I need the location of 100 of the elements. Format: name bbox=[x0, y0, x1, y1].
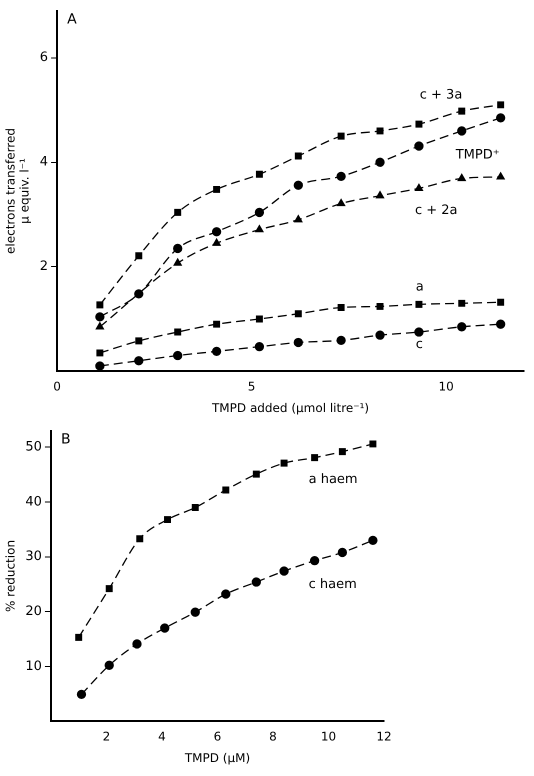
y-tick-label: 4 bbox=[40, 154, 48, 170]
point bbox=[254, 208, 264, 218]
point bbox=[336, 172, 346, 182]
x-tick-label: 5 bbox=[248, 380, 256, 394]
y-tick-label: 10 bbox=[25, 658, 42, 674]
point bbox=[106, 585, 113, 592]
point bbox=[96, 322, 104, 330]
point bbox=[457, 322, 466, 332]
point bbox=[75, 634, 82, 641]
point bbox=[212, 227, 222, 236]
point bbox=[294, 215, 302, 222]
chart-title: B bbox=[60, 431, 71, 448]
y-tick-label: 20 bbox=[25, 604, 42, 619]
series-label: c + 2a bbox=[414, 202, 458, 218]
x-tick-label: 8 bbox=[269, 730, 277, 744]
point bbox=[496, 172, 505, 180]
point bbox=[280, 460, 288, 467]
point bbox=[458, 300, 466, 307]
point bbox=[294, 310, 302, 318]
point bbox=[338, 448, 346, 456]
point bbox=[134, 356, 144, 366]
point bbox=[457, 126, 466, 136]
point bbox=[95, 312, 105, 322]
point bbox=[415, 120, 422, 128]
point bbox=[212, 238, 221, 246]
point bbox=[458, 174, 466, 182]
point bbox=[311, 454, 318, 462]
point bbox=[415, 300, 422, 308]
point bbox=[294, 152, 302, 160]
x-tick-label: 10 bbox=[320, 730, 336, 744]
point bbox=[414, 184, 424, 192]
point bbox=[96, 301, 104, 308]
series-label: c haem bbox=[308, 577, 357, 592]
y-axis-title: % reduction bbox=[3, 540, 18, 612]
point bbox=[252, 470, 260, 478]
point bbox=[338, 304, 345, 311]
point bbox=[336, 336, 346, 346]
point bbox=[213, 186, 220, 193]
point bbox=[252, 577, 261, 587]
point bbox=[221, 589, 230, 599]
point bbox=[376, 302, 384, 310]
point bbox=[173, 244, 182, 254]
point bbox=[135, 252, 142, 260]
y-tick-label: 50 bbox=[25, 440, 42, 455]
series-label: c + 3a bbox=[420, 87, 462, 102]
series-label: c bbox=[416, 337, 423, 352]
point bbox=[294, 338, 303, 348]
point bbox=[174, 208, 182, 216]
x-tick-label: 6 bbox=[214, 730, 222, 744]
point bbox=[414, 141, 424, 151]
point bbox=[95, 361, 105, 371]
point bbox=[255, 225, 264, 232]
point bbox=[337, 198, 346, 206]
x-tick-label: 0 bbox=[53, 380, 61, 394]
point bbox=[368, 536, 378, 546]
point bbox=[458, 108, 466, 115]
point bbox=[213, 320, 220, 328]
point bbox=[376, 127, 384, 134]
point bbox=[174, 258, 182, 266]
point bbox=[369, 440, 376, 448]
point bbox=[135, 337, 142, 344]
point bbox=[132, 639, 142, 649]
point bbox=[338, 548, 348, 558]
point bbox=[104, 660, 114, 670]
point bbox=[212, 346, 222, 356]
point bbox=[279, 566, 289, 576]
point bbox=[496, 320, 506, 329]
point bbox=[254, 342, 264, 352]
point bbox=[164, 516, 171, 524]
point bbox=[173, 350, 182, 360]
point bbox=[375, 330, 385, 340]
point bbox=[497, 298, 504, 306]
point bbox=[190, 608, 200, 617]
y-tick-label: 30 bbox=[25, 549, 42, 564]
x-tick-label: 4 bbox=[158, 730, 166, 744]
point bbox=[375, 158, 385, 167]
series-label: a bbox=[416, 280, 424, 295]
point bbox=[414, 327, 424, 337]
point bbox=[256, 315, 263, 322]
point bbox=[192, 504, 199, 511]
point bbox=[160, 623, 170, 633]
y-axis-title: electrons transferred μ equiv. l⁻¹ bbox=[3, 128, 32, 254]
y-tick-label: 2 bbox=[40, 259, 48, 274]
x-tick-label: 10 bbox=[438, 380, 454, 394]
point bbox=[338, 132, 345, 140]
x-tick-label: 2 bbox=[102, 730, 110, 744]
chart-title: A bbox=[67, 11, 78, 28]
point bbox=[76, 690, 86, 699]
series-label: a haem bbox=[308, 472, 358, 488]
point bbox=[96, 349, 104, 356]
point bbox=[256, 170, 263, 178]
point bbox=[174, 328, 182, 336]
point bbox=[294, 180, 303, 190]
point bbox=[496, 113, 506, 123]
point bbox=[136, 535, 144, 542]
point bbox=[134, 289, 144, 299]
point bbox=[310, 556, 320, 566]
point bbox=[222, 486, 230, 494]
x-tick-label: 12 bbox=[376, 730, 392, 744]
y-tick-label: 6 bbox=[40, 50, 48, 66]
